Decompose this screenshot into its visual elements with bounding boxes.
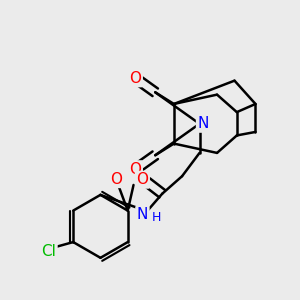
- Text: O: O: [129, 71, 141, 86]
- Text: N: N: [197, 116, 209, 131]
- Text: H: H: [152, 211, 161, 224]
- Text: N: N: [137, 207, 148, 222]
- Text: Cl: Cl: [41, 244, 56, 259]
- Text: O: O: [129, 162, 141, 177]
- Text: O: O: [136, 172, 148, 187]
- Text: O: O: [110, 172, 122, 187]
